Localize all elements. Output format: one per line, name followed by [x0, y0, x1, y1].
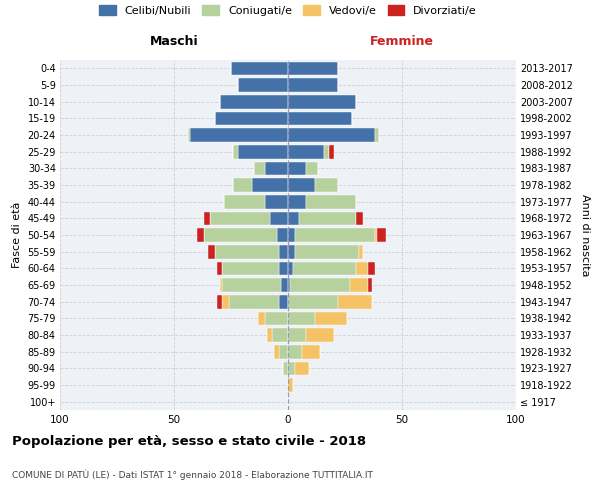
Bar: [217, 295, 222, 308]
Bar: [288, 245, 295, 258]
Bar: [279, 245, 288, 258]
Bar: [288, 312, 316, 325]
Bar: [215, 112, 288, 125]
Bar: [329, 145, 334, 158]
Bar: [306, 195, 356, 208]
Bar: [350, 278, 368, 292]
Bar: [295, 362, 308, 375]
Text: Popolazione per età, sesso e stato civile - 2018: Popolazione per età, sesso e stato civil…: [12, 435, 366, 448]
Bar: [374, 128, 379, 142]
Bar: [283, 362, 288, 375]
Bar: [316, 178, 338, 192]
Bar: [274, 345, 279, 358]
Bar: [359, 245, 363, 258]
Bar: [356, 262, 368, 275]
Bar: [288, 178, 316, 192]
Bar: [288, 162, 306, 175]
Bar: [272, 328, 288, 342]
Bar: [295, 228, 374, 242]
Bar: [224, 195, 265, 208]
Bar: [197, 228, 203, 242]
Bar: [374, 228, 377, 242]
Bar: [211, 212, 270, 225]
Bar: [288, 128, 374, 142]
Bar: [233, 178, 251, 192]
Bar: [220, 278, 222, 292]
Bar: [302, 345, 320, 358]
Bar: [222, 278, 281, 292]
Bar: [188, 128, 190, 142]
Bar: [288, 278, 290, 292]
Bar: [233, 145, 238, 158]
Bar: [288, 145, 325, 158]
Bar: [220, 95, 288, 108]
Bar: [270, 212, 288, 225]
Bar: [325, 145, 329, 158]
Y-axis label: Anni di nascita: Anni di nascita: [580, 194, 590, 276]
Bar: [259, 312, 265, 325]
Text: Femmine: Femmine: [370, 34, 434, 48]
Bar: [281, 278, 288, 292]
Bar: [288, 212, 299, 225]
Y-axis label: Fasce di età: Fasce di età: [12, 202, 22, 268]
Bar: [338, 295, 373, 308]
Bar: [288, 228, 295, 242]
Text: Maschi: Maschi: [149, 34, 199, 48]
Bar: [203, 228, 277, 242]
Bar: [215, 245, 279, 258]
Bar: [277, 228, 288, 242]
Bar: [316, 312, 347, 325]
Bar: [288, 295, 338, 308]
Bar: [293, 262, 356, 275]
Text: COMUNE DI PATÙ (LE) - Dati ISTAT 1° gennaio 2018 - Elaborazione TUTTITALIA.IT: COMUNE DI PATÙ (LE) - Dati ISTAT 1° genn…: [12, 470, 373, 480]
Bar: [290, 278, 350, 292]
Bar: [251, 178, 288, 192]
Bar: [306, 162, 317, 175]
Bar: [265, 195, 288, 208]
Bar: [306, 328, 334, 342]
Bar: [288, 62, 338, 75]
Bar: [288, 262, 293, 275]
Bar: [254, 162, 265, 175]
Bar: [229, 295, 279, 308]
Bar: [217, 262, 222, 275]
Bar: [279, 295, 288, 308]
Bar: [288, 78, 338, 92]
Bar: [222, 262, 279, 275]
Bar: [279, 262, 288, 275]
Bar: [368, 278, 373, 292]
Bar: [356, 212, 363, 225]
Bar: [268, 328, 272, 342]
Bar: [238, 78, 288, 92]
Bar: [299, 212, 356, 225]
Bar: [288, 378, 293, 392]
Legend: Celibi/Nubili, Coniugati/e, Vedovi/e, Divorziati/e: Celibi/Nubili, Coniugati/e, Vedovi/e, Di…: [95, 0, 481, 20]
Bar: [288, 362, 295, 375]
Bar: [265, 162, 288, 175]
Bar: [203, 212, 211, 225]
Bar: [190, 128, 288, 142]
Bar: [208, 245, 215, 258]
Bar: [222, 295, 229, 308]
Bar: [279, 345, 288, 358]
Bar: [231, 62, 288, 75]
Bar: [288, 195, 306, 208]
Bar: [288, 112, 352, 125]
Bar: [265, 312, 288, 325]
Bar: [288, 345, 302, 358]
Bar: [377, 228, 386, 242]
Bar: [238, 145, 288, 158]
Bar: [368, 262, 374, 275]
Bar: [288, 328, 306, 342]
Bar: [295, 245, 359, 258]
Bar: [288, 95, 356, 108]
